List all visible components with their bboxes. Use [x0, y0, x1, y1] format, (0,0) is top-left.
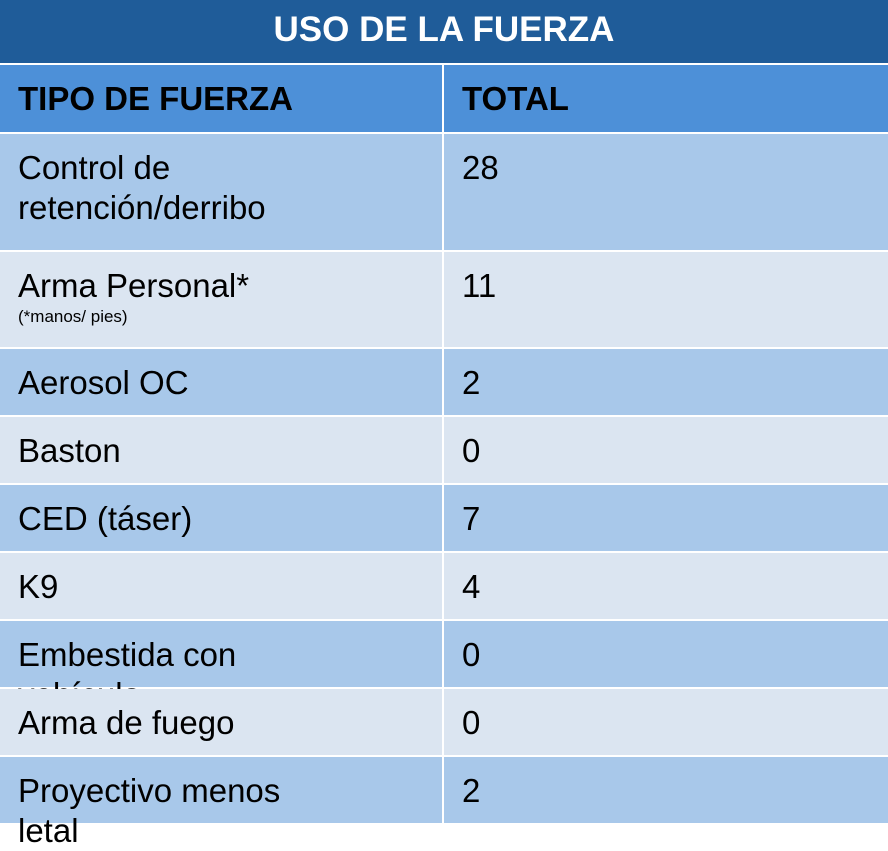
type-text: Aerosol OC	[18, 364, 189, 401]
total-cell: 2	[444, 349, 888, 415]
total-cell: 0	[444, 621, 888, 687]
total-cell: 0	[444, 417, 888, 483]
type-cell: Proyectivo menos letal	[0, 757, 442, 849]
type-text: Baston	[18, 432, 121, 469]
type-cell: Embestida con vehículo	[0, 621, 442, 713]
type-cell: CED (táser)	[0, 485, 442, 551]
total-cell: 11	[444, 252, 888, 347]
header-cell: TOTAL	[444, 65, 888, 132]
total-cell: 28	[444, 134, 888, 250]
total-cell: 2	[444, 757, 888, 823]
type-cell: Aerosol OC	[0, 349, 442, 415]
type-cell: K9	[0, 553, 442, 619]
type-note: (*manos/ pies)	[18, 307, 128, 326]
total-cell: 4	[444, 553, 888, 619]
type-text: Arma Personal*	[18, 267, 250, 304]
type-text: Arma de fuego	[18, 704, 235, 741]
table-title: USO DE LA FUERZA	[0, 0, 888, 63]
type-cell: Control de retención/derribo	[0, 134, 442, 250]
header-cell: TIPO DE FUERZA	[0, 65, 442, 132]
type-text: K9	[18, 568, 59, 605]
type-cell: Baston	[0, 417, 442, 483]
type-cell: Arma Personal* (*manos/ pies)	[0, 252, 442, 347]
total-cell: 7	[444, 485, 888, 551]
type-text: Proyectivo menos letal	[18, 772, 281, 849]
total-cell: 0	[444, 689, 888, 755]
type-text: Control de retención/derribo	[18, 149, 266, 226]
type-text: CED (táser)	[18, 500, 193, 537]
type-cell: Arma de fuego	[0, 689, 442, 755]
